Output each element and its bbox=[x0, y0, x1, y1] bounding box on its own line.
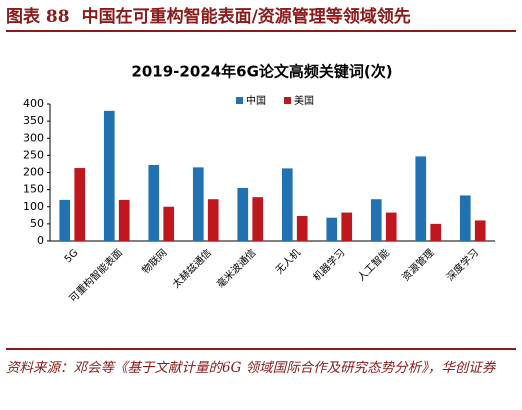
bar bbox=[430, 223, 442, 241]
bar bbox=[370, 199, 382, 241]
x-tick-label: 无人机 bbox=[273, 246, 303, 276]
figure-header: 图表 88 中国在可重构智能表面/资源管理等领域领先 bbox=[6, 4, 516, 32]
chart: 2019-2024年6G论文高频关键词(次) 0 50 100 150 200 250 30… bbox=[23, 63, 495, 305]
bar bbox=[281, 168, 293, 241]
y-tick-label: 250 bbox=[23, 148, 44, 161]
source-note: 资料来源：邓会等《基于文献计量的6G 领域国际合作及研究态势分析》，华创证券 bbox=[6, 348, 516, 380]
x-tick-label: 太赫兹通信 bbox=[169, 246, 214, 291]
x-tick-label: 机器学习 bbox=[310, 246, 347, 283]
bar bbox=[341, 212, 353, 241]
bar bbox=[415, 156, 427, 241]
chart-title: 2019-2024年6G论文高频关键词(次) bbox=[131, 63, 392, 81]
y-tick-label: 400 bbox=[23, 97, 44, 110]
figure-title: 中国在可重构智能表面/资源管理等领域领先 bbox=[81, 7, 411, 27]
bar bbox=[103, 110, 115, 241]
x-tick-label: 物联网 bbox=[139, 246, 169, 276]
y-tick-label: 350 bbox=[23, 114, 44, 127]
legend-swatch bbox=[284, 97, 291, 104]
x-tick-label: 深度学习 bbox=[444, 246, 481, 283]
figure-number: 图表 88 bbox=[6, 7, 70, 27]
bar bbox=[59, 199, 71, 241]
bar bbox=[237, 187, 249, 241]
bar bbox=[148, 164, 160, 241]
y-tick-label: 300 bbox=[23, 131, 44, 144]
y-tick-label: 100 bbox=[23, 200, 44, 213]
bar bbox=[326, 217, 338, 241]
x-tick-label: 资源管理 bbox=[399, 246, 436, 283]
y-tick-label: 200 bbox=[23, 166, 44, 179]
bar bbox=[192, 167, 204, 241]
x-tick-label: 5G bbox=[63, 247, 81, 265]
bar bbox=[474, 220, 486, 241]
y-tick-label: 50 bbox=[30, 217, 44, 230]
legend-label: 美国 bbox=[294, 94, 314, 107]
x-tick-label: 人工智能 bbox=[355, 246, 392, 283]
y-tick-label: 150 bbox=[23, 183, 44, 196]
bar bbox=[252, 197, 264, 241]
legend-label: 中国 bbox=[246, 94, 266, 107]
bar bbox=[163, 206, 175, 241]
bar bbox=[296, 215, 308, 241]
bar bbox=[74, 168, 86, 241]
bar bbox=[459, 195, 471, 241]
legend-swatch bbox=[236, 97, 243, 104]
bar bbox=[118, 199, 130, 241]
y-tick-label: 0 bbox=[37, 234, 44, 247]
bar bbox=[207, 199, 219, 241]
x-tick-label: 毫米波通信 bbox=[214, 246, 259, 291]
bar bbox=[385, 212, 397, 241]
